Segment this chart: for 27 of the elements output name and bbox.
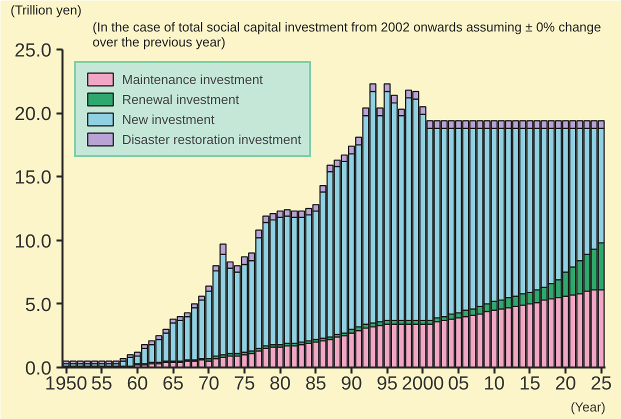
legend-label: Disaster restoration investment — [122, 132, 302, 146]
y-tick-label: 20.0 — [14, 104, 52, 126]
x-tick-label: 05 — [448, 374, 470, 394]
x-tick-label: 80 — [270, 374, 291, 394]
x-tick-label: 25 — [590, 374, 612, 394]
x-axis-title: (Year) — [570, 400, 606, 414]
x-tick-label: 70 — [198, 374, 220, 394]
x-tick-label: 95 — [376, 374, 398, 394]
x-tick-label: 90 — [340, 374, 362, 394]
chart-subtitle: (In the case of total social capital investment from 2002 onwards assuming ± 0% change over the previous year) — [92, 20, 602, 50]
y-axis-title: (Trillion yen) — [10, 2, 82, 18]
x-tick-label: 85 — [305, 374, 326, 394]
y-tick-label: 25.0 — [14, 40, 52, 62]
x-tick-label: 10 — [484, 374, 505, 394]
x-tick-label: 65 — [162, 374, 184, 394]
legend-label: Maintenance investment — [122, 72, 263, 86]
x-tick-label: 75 — [234, 374, 256, 394]
y-tick-label: 5.0 — [25, 294, 52, 316]
x-tick-label: 55 — [91, 374, 112, 394]
legend-label: New investment — [122, 112, 214, 126]
legend-label: Renewal investment — [122, 92, 240, 106]
y-tick-label: 10.0 — [14, 231, 52, 252]
y-tick-label: 15.0 — [14, 168, 52, 189]
x-tick-label: 60 — [126, 374, 148, 394]
x-tick-label: 20 — [554, 374, 576, 394]
x-tick-label: 15 — [519, 374, 540, 394]
x-tick-label: 2000 — [402, 374, 444, 394]
